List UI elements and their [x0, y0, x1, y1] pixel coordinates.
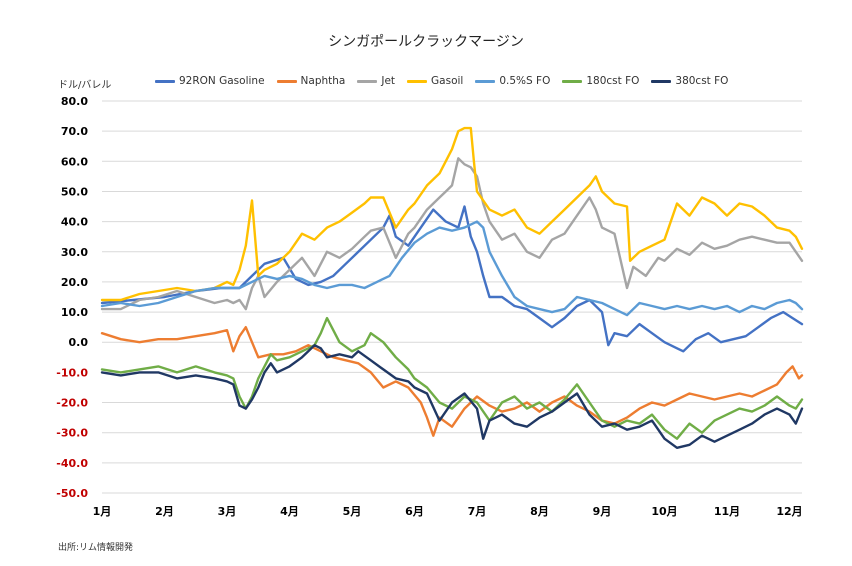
y-tick-label: -10.0 [56, 366, 88, 379]
legend-swatch [276, 79, 297, 83]
legend-item: 380cst FO [651, 75, 728, 87]
legend-swatch [155, 79, 175, 83]
legend-swatch [562, 79, 583, 83]
y-tick-label: 50.0 [61, 185, 88, 198]
y-tick-label: 0.0 [69, 336, 89, 349]
legend-label: 380cst FO [675, 75, 729, 87]
legend-label: 92RON Gasoline [179, 75, 265, 87]
x-tick-label: 8月 [530, 505, 549, 518]
legend-item: 180cst FO [562, 75, 639, 87]
legend-item: Gasoil [407, 75, 463, 87]
chart-title: シンガポールクラックマージン [328, 34, 524, 50]
y-tick-label: 60.0 [61, 155, 88, 168]
x-tick-label: 12月 [776, 505, 802, 518]
legend-label: 180cst FO [586, 75, 640, 87]
x-tick-label: 2月 [155, 505, 174, 518]
y-tick-label: 30.0 [61, 246, 88, 259]
y-tick-label: -20.0 [56, 397, 88, 410]
x-tick-label: 11月 [714, 505, 740, 518]
legend-item: Jet [357, 75, 395, 87]
x-tick-label: 5月 [343, 505, 362, 518]
x-tick-label: 6月 [405, 505, 424, 518]
legend: 92RON Gasoline Naphtha Jet Gasoil 0.5%S FO 18… [155, 73, 740, 89]
x-tick-label: 10月 [651, 505, 677, 518]
legend-label: 0.5%S FO [499, 75, 551, 87]
y-tick-label: 20.0 [61, 276, 88, 289]
y-tick-label: 40.0 [61, 216, 88, 229]
legend-label: Jet [381, 75, 396, 87]
y-tick-label: 80.0 [61, 95, 88, 108]
legend-swatch [407, 79, 428, 83]
y-tick-label: -30.0 [56, 427, 88, 440]
legend-item: 0.5%S FO [475, 75, 550, 87]
legend-swatch [475, 79, 496, 83]
legend-label: Gasoil [431, 75, 464, 87]
x-tick-label: 1月 [93, 505, 112, 518]
x-tick-label: 7月 [468, 505, 487, 518]
y-tick-label: -50.0 [56, 487, 88, 500]
y-tick-label: -40.0 [56, 457, 88, 470]
series-line-0-5-s-fo [100, 220, 804, 317]
legend-item: 92RON Gasoline [155, 75, 265, 87]
legend-swatch [651, 79, 672, 83]
series-line-380cst-fo [100, 344, 804, 449]
y-tick-label: 70.0 [61, 125, 88, 138]
x-tick-label: 9月 [593, 505, 612, 518]
source-note: 出所:リム情報開発 [58, 543, 134, 553]
series-line-jet [100, 157, 804, 311]
series-line-92ron-gasoline [100, 205, 804, 353]
y-tick-label: 10.0 [61, 306, 88, 319]
legend-label: Naphtha [300, 75, 346, 87]
series-line-gasoil [100, 126, 804, 302]
legend-item: Naphtha [276, 75, 346, 87]
x-tick-label: 4月 [280, 505, 299, 518]
x-tick-label: 3月 [218, 505, 237, 518]
series-line-naphtha [100, 326, 804, 437]
legend-swatch [357, 79, 378, 83]
y-axis-unit-label: ドル/バレル [58, 80, 112, 91]
